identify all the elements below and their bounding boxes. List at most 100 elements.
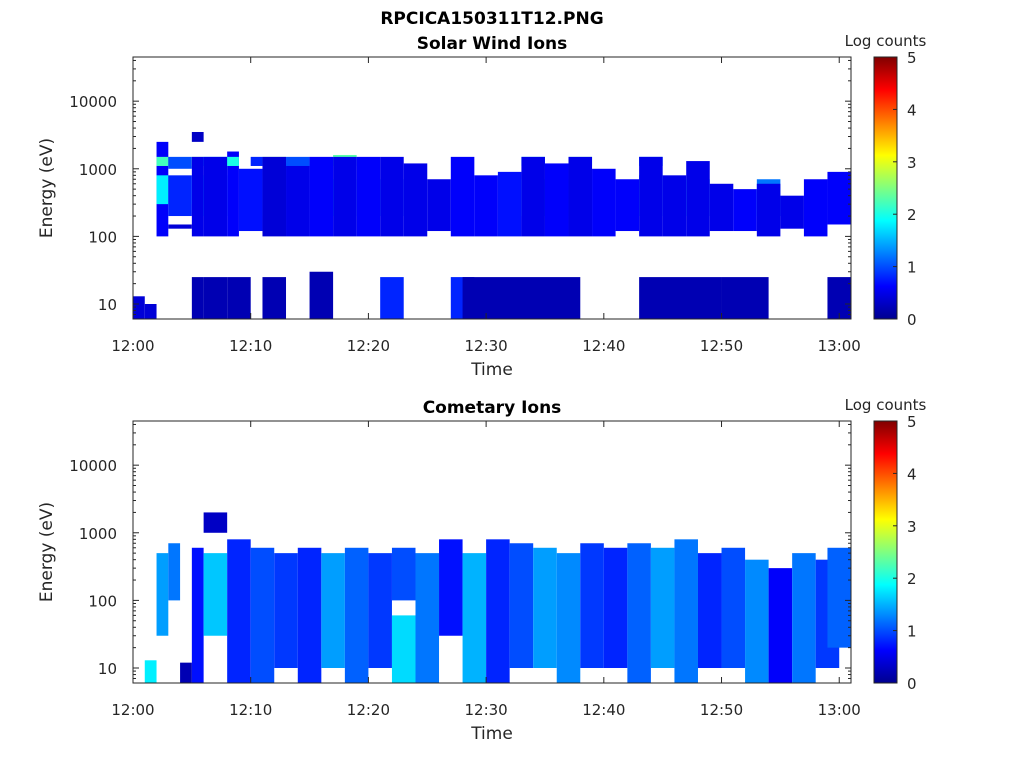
heatmap-cell — [521, 156, 545, 237]
heatmap-cell — [803, 179, 828, 237]
heatmap-cell — [333, 156, 357, 237]
heatmap-cell — [568, 156, 593, 237]
heatmap-cell — [168, 543, 181, 601]
heatmap-cell — [650, 547, 675, 669]
heatmap-cell — [639, 277, 722, 319]
heatmap-cell — [756, 183, 781, 237]
heatmap-cell — [168, 175, 192, 217]
colorbar-tick-label: 4 — [907, 101, 917, 119]
solar-wind-ions-panel: Solar Wind Ions 12:00 12:10 12:20 12:30 12:40… — [37, 32, 927, 380]
heatmap-cell — [191, 547, 204, 683]
y-tick-label: 1000 — [79, 525, 117, 543]
y-tick-label: 10 — [98, 296, 117, 314]
heatmap-cell — [592, 168, 616, 237]
heatmap-cell — [297, 547, 322, 683]
heatmap-cell — [356, 156, 381, 237]
heatmap-cell — [156, 553, 169, 636]
heatmap-cell — [321, 553, 345, 669]
heatmap-cell — [274, 553, 298, 669]
colorbar-tick-label: 0 — [907, 311, 917, 329]
heatmap-cell — [615, 179, 640, 232]
y-tick-label: 10 — [98, 660, 117, 678]
panel-title: Cometary Ions — [423, 398, 562, 418]
heatmap-cell — [286, 163, 310, 237]
heatmap-cell — [227, 156, 239, 166]
panel-title: Solar Wind Ions — [417, 34, 568, 54]
heatmap-cell — [544, 163, 569, 237]
heatmap-cell — [203, 512, 228, 533]
heatmap-cell — [497, 171, 522, 237]
heatmap-cell — [674, 539, 698, 683]
heatmap-cell — [344, 547, 369, 683]
heatmap-cells — [133, 131, 851, 319]
heatmap-cell — [556, 553, 581, 683]
heatmap-cell — [403, 163, 428, 237]
x-axis-label: Time — [470, 360, 513, 380]
heatmap-cell — [156, 175, 169, 205]
heatmap-cell — [697, 553, 722, 669]
heatmap-cell — [462, 553, 487, 683]
colorbar — [873, 420, 898, 684]
heatmap-cell — [250, 547, 275, 683]
heatmap-cell — [709, 183, 734, 232]
figure-title: RPCICA150311T12.PNG — [380, 9, 603, 29]
colorbar-label: Log counts — [845, 32, 927, 50]
x-tick-label: 12:20 — [347, 337, 390, 355]
heatmap-cell — [745, 559, 769, 683]
heatmap-cell — [168, 224, 192, 229]
colorbar-tick-label: 2 — [907, 206, 917, 224]
heatmap-cell — [180, 662, 192, 683]
x-tick-label: 12:30 — [464, 701, 507, 719]
heatmap-cell — [603, 547, 628, 669]
x-tick-label: 12:10 — [229, 337, 272, 355]
heatmap-cell — [780, 195, 804, 229]
heatmap-cell — [450, 156, 475, 237]
x-tick-label: 12:10 — [229, 701, 272, 719]
colorbar-tick-label: 4 — [907, 465, 917, 483]
plot-frame — [132, 56, 852, 320]
heatmap-cell — [168, 156, 192, 169]
heatmap-cells — [144, 512, 851, 683]
heatmap-cell — [391, 547, 416, 601]
heatmap-cell — [227, 151, 239, 237]
heatmap-cell — [827, 171, 851, 225]
heatmap-cell — [227, 277, 251, 319]
heatmap-cell — [286, 156, 310, 166]
colorbar-tick-label: 0 — [907, 675, 917, 693]
x-tick-label: 12:20 — [347, 701, 390, 719]
heatmap-cell — [686, 161, 710, 237]
heatmap-cell — [191, 131, 204, 142]
heatmap-cell — [380, 156, 404, 237]
heatmap-cell — [227, 539, 251, 683]
heatmap-cell — [439, 539, 463, 636]
heatmap-cell — [721, 277, 769, 319]
heatmap-cell — [262, 156, 287, 237]
heatmap-cell — [462, 277, 581, 319]
heatmap-cell — [474, 175, 498, 237]
heatmap-cell — [144, 660, 157, 683]
y-tick-label: 10000 — [69, 93, 117, 111]
heatmap-cell — [156, 156, 169, 166]
heatmap-cell — [415, 553, 440, 683]
heatmap-cell — [203, 156, 228, 237]
colorbar-tick-label: 5 — [907, 413, 917, 431]
heatmap-cell — [509, 543, 534, 669]
x-tick-label: 13:00 — [818, 337, 861, 355]
x-tick-label: 12:30 — [464, 337, 507, 355]
colorbar-tick-label: 3 — [907, 154, 917, 172]
x-axis-label: Time — [470, 724, 513, 744]
heatmap-cell — [580, 543, 604, 669]
colorbar-tick-label: 2 — [907, 570, 917, 588]
heatmap-cell — [721, 547, 746, 669]
x-tick-label: 12:50 — [700, 337, 743, 355]
colorbar-tick-label: 1 — [907, 259, 917, 277]
colorbar-tick-label: 3 — [907, 518, 917, 536]
heatmap-cell — [486, 539, 510, 683]
x-tick-label: 13:00 — [818, 701, 861, 719]
x-tick-label: 12:50 — [700, 701, 743, 719]
heatmap-cell — [827, 547, 851, 648]
heatmap-cell — [309, 271, 334, 319]
heatmap-cell — [309, 156, 334, 237]
y-tick-label: 100 — [88, 228, 117, 246]
